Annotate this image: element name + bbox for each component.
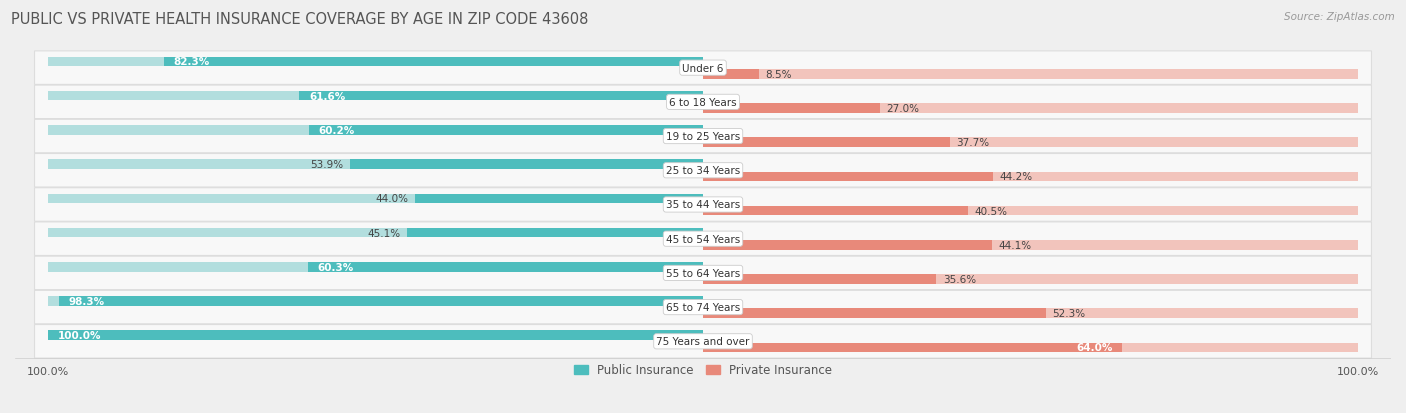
Bar <box>48 160 703 169</box>
Bar <box>308 262 703 272</box>
Bar <box>48 262 703 272</box>
Bar <box>703 343 1358 352</box>
Bar <box>163 57 703 67</box>
Bar <box>299 92 703 101</box>
Bar <box>350 160 703 169</box>
Bar <box>408 228 703 238</box>
Text: 45 to 54 Years: 45 to 54 Years <box>666 234 740 244</box>
Bar <box>703 138 1358 148</box>
Text: 19 to 25 Years: 19 to 25 Years <box>666 132 740 142</box>
Text: 82.3%: 82.3% <box>173 57 209 67</box>
Text: 37.7%: 37.7% <box>956 138 990 148</box>
Bar <box>703 206 1358 216</box>
FancyBboxPatch shape <box>35 291 1371 324</box>
Text: 75 Years and over: 75 Years and over <box>657 337 749 347</box>
Bar <box>703 172 1358 182</box>
Text: 35.6%: 35.6% <box>943 274 976 285</box>
Text: 44.0%: 44.0% <box>375 194 408 204</box>
Text: PUBLIC VS PRIVATE HEALTH INSURANCE COVERAGE BY AGE IN ZIP CODE 43608: PUBLIC VS PRIVATE HEALTH INSURANCE COVER… <box>11 12 589 27</box>
Text: Under 6: Under 6 <box>682 64 724 74</box>
Bar <box>703 309 1358 318</box>
Text: 8.5%: 8.5% <box>765 70 792 80</box>
Bar <box>48 92 703 101</box>
FancyBboxPatch shape <box>35 325 1371 358</box>
Bar <box>703 206 969 216</box>
Bar <box>48 126 703 135</box>
Bar <box>703 309 1046 318</box>
Bar <box>48 194 703 204</box>
FancyBboxPatch shape <box>35 52 1371 85</box>
FancyBboxPatch shape <box>35 154 1371 188</box>
Legend: Public Insurance, Private Insurance: Public Insurance, Private Insurance <box>569 359 837 381</box>
Bar <box>59 297 703 306</box>
Bar <box>703 104 880 114</box>
Text: 6 to 18 Years: 6 to 18 Years <box>669 97 737 108</box>
Text: 40.5%: 40.5% <box>974 206 1008 216</box>
Text: 44.2%: 44.2% <box>1000 172 1032 182</box>
Bar <box>48 228 703 238</box>
Text: 61.6%: 61.6% <box>309 91 346 102</box>
Bar <box>703 275 1358 284</box>
FancyBboxPatch shape <box>35 256 1371 290</box>
Bar <box>703 240 993 250</box>
Text: 98.3%: 98.3% <box>69 296 105 306</box>
Bar <box>703 172 993 182</box>
FancyBboxPatch shape <box>35 86 1371 119</box>
Bar <box>703 275 936 284</box>
Text: 64.0%: 64.0% <box>1076 343 1112 353</box>
Text: 44.1%: 44.1% <box>998 240 1032 250</box>
Bar <box>48 57 703 67</box>
FancyBboxPatch shape <box>35 222 1371 256</box>
Text: 25 to 34 Years: 25 to 34 Years <box>666 166 740 176</box>
Bar <box>48 330 703 340</box>
Bar <box>703 70 1358 79</box>
Text: Source: ZipAtlas.com: Source: ZipAtlas.com <box>1284 12 1395 22</box>
Bar <box>308 126 703 135</box>
Text: 27.0%: 27.0% <box>886 104 920 114</box>
Bar <box>703 104 1358 114</box>
Text: 45.1%: 45.1% <box>368 228 401 238</box>
Bar <box>703 343 1122 352</box>
Text: 65 to 74 Years: 65 to 74 Years <box>666 302 740 312</box>
FancyBboxPatch shape <box>35 188 1371 222</box>
Text: 60.2%: 60.2% <box>318 126 354 135</box>
Bar <box>703 138 950 148</box>
Text: 35 to 44 Years: 35 to 44 Years <box>666 200 740 210</box>
Text: 55 to 64 Years: 55 to 64 Years <box>666 268 740 278</box>
Bar <box>48 330 703 340</box>
FancyBboxPatch shape <box>35 120 1371 154</box>
Text: 53.9%: 53.9% <box>311 160 343 170</box>
Text: 52.3%: 52.3% <box>1052 309 1085 318</box>
Bar <box>415 194 703 204</box>
Bar <box>703 70 759 79</box>
Bar <box>703 240 1358 250</box>
Text: 60.3%: 60.3% <box>318 262 354 272</box>
Text: 100.0%: 100.0% <box>58 330 101 340</box>
Bar <box>48 297 703 306</box>
